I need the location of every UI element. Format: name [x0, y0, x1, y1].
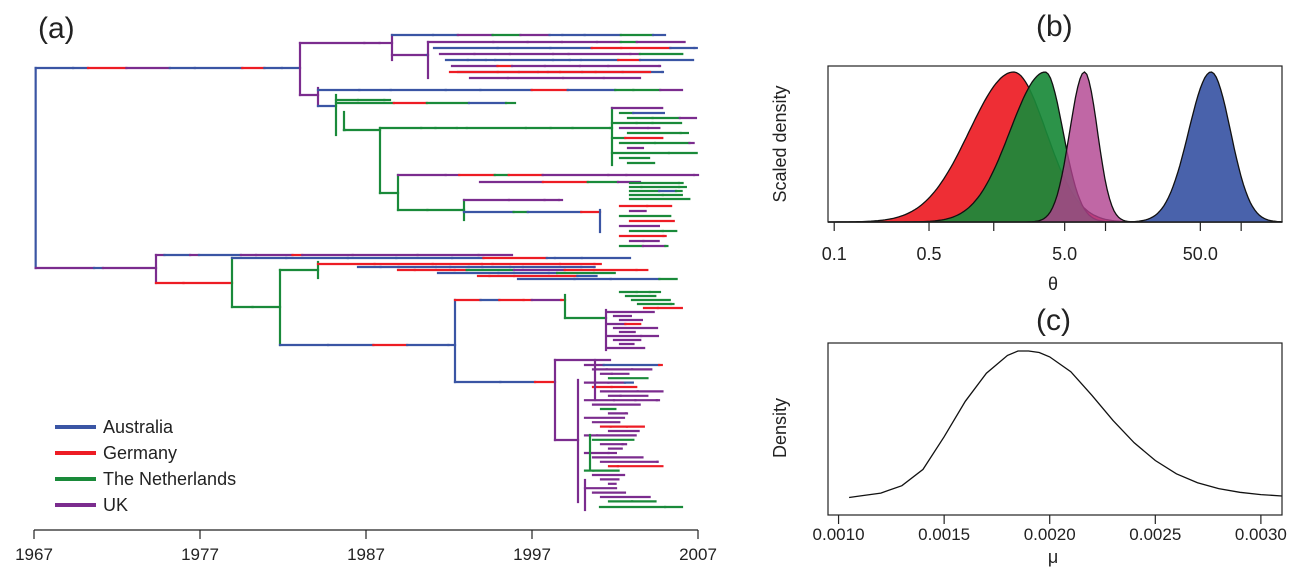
legend-label: Germany [103, 443, 177, 463]
plot-b-tick-label: 5.0 [1052, 244, 1077, 264]
plot-b-frame [827, 65, 1283, 223]
legend-label: UK [103, 495, 128, 515]
plot-b-tick-label: 0.5 [917, 244, 942, 264]
tree-axis-tick-label: 2007 [679, 545, 717, 564]
theta-density-plot: 0.1 0.5 5.0 50.0 θ Scaled density [770, 65, 1283, 294]
tree-axis-tick-label: 1987 [347, 545, 385, 564]
tree-axis-tick-label: 1977 [181, 545, 219, 564]
tree-time-axis: 1967 1977 1987 1997 2007 [15, 529, 717, 564]
plot-c-frame [827, 342, 1283, 516]
panel-a-label: (a) [38, 12, 75, 45]
plot-b-tick-label: 0.1 [822, 244, 847, 264]
mu-density-line [849, 350, 1283, 499]
plot-c-tick-label: 0.0010 [813, 525, 865, 544]
plot-c-xlabel: μ [1048, 547, 1058, 567]
plot-c-tick-label: 0.0025 [1129, 525, 1181, 544]
tree-axis-tick-label: 1967 [15, 545, 53, 564]
plot-b-tick-label: 50.0 [1183, 244, 1218, 264]
plot-c-tick-label: 0.0015 [918, 525, 970, 544]
phylogenetic-tree [34, 33, 700, 512]
legend-label: The Netherlands [103, 469, 236, 489]
plot-c-tick-label: 0.0030 [1235, 525, 1287, 544]
plot-b-ylabel: Scaled density [770, 85, 790, 202]
panel-c-label: (c) [1036, 304, 1071, 337]
panel-b-label: (b) [1036, 10, 1073, 43]
plot-b-xlabel: θ [1048, 274, 1058, 294]
plot-c-tick-label: 0.0020 [1024, 525, 1076, 544]
mu-density-plot: 0.0010 0.0015 0.0020 0.0025 0.0030 μ Density [770, 342, 1287, 567]
legend-label: Australia [103, 417, 174, 437]
tree-legend: Australia Germany The Netherlands UK [55, 417, 236, 515]
tree-axis-tick-label: 1997 [513, 545, 551, 564]
plot-c-ylabel: Density [770, 398, 790, 458]
